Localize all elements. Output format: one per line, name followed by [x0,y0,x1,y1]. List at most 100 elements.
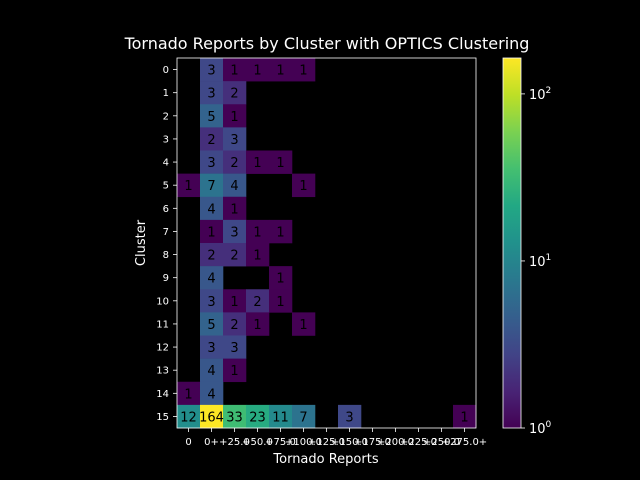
y-tick-label: 12 [156,343,169,354]
x-tick-label: +25.0 [219,437,250,448]
colorbar-tick-label: 102 [529,86,551,103]
cell-value-label: 1 [207,225,215,240]
heatmap-cell [223,150,247,174]
cell-value-label: 5 [207,318,215,333]
x-tick-label: +200.0 [377,437,414,448]
x-tick-label: +125.0 [308,437,345,448]
heatmap-cell [223,104,247,128]
heatmap-cell [200,81,224,105]
x-tick-label: +225.0 [400,437,437,448]
heatmap-cell [338,404,362,429]
plot-frame [176,57,477,429]
cell-value-label: 1 [299,64,307,79]
heatmap-cell [246,150,270,174]
y-tick-label: 9 [163,273,169,284]
x-tick-label: +75.0 [265,437,296,448]
cell-value-label: 3 [230,225,238,240]
y-tick-label: 8 [163,250,169,261]
x-axis-ticks: 0 0+ +25.0+50.0+75.0+100.0+125.0+150.0+175… [185,428,487,448]
cell-value-label: 1 [276,295,284,310]
heatmap-cell [200,404,224,429]
heatmap-cell [200,312,224,336]
cell-value-label: 1 [276,156,284,171]
cell-value-label: 4 [207,202,215,217]
heatmap-cell [246,312,270,336]
heatmap-cell [246,404,270,429]
y-tick-label: 6 [163,204,169,215]
cell-value-label: 3 [345,410,353,425]
x-tick-label: +50.0 [242,437,273,448]
heatmap-cell [200,335,224,359]
cell-value-label: 3 [230,341,238,356]
cell-value-label: 1 [230,64,238,79]
cell-value-label: 11 [272,410,289,425]
heatmap-cell [200,173,224,198]
heatmap-cell [223,404,247,429]
heatmap-cell [246,58,270,82]
cell-value-label: 1 [299,318,307,333]
cell-value-label: 2 [230,156,238,171]
cell-value-label: 3 [230,133,238,148]
y-tick-label: 0 [163,65,169,76]
heatmap-cell [269,404,293,429]
cell-value-label: 1 [184,179,192,194]
x-tick-label: +275.0+ [442,437,487,448]
heatmap-cell [200,196,224,221]
heatmap-cell [292,58,316,82]
heatmap-cell [453,404,477,429]
cell-value-label: 1 [276,225,284,240]
heatmap-cell [292,173,316,198]
cell-value-label: 12 [180,410,197,425]
heatmap-cell [177,404,201,429]
cell-value-label: 2 [230,249,238,264]
y-tick-label: 4 [163,158,169,169]
cell-value-label: 1 [253,64,261,79]
heatmap-cell [223,243,247,267]
cell-value-label: 4 [230,179,238,194]
colorbar-ticks: 100 101 102 [521,86,552,437]
heatmap-cell [200,58,224,82]
heatmap-cell-labels: 3 1 1 1 13 25 12 33 2 1 11 7 4 14 11 3 1 12 2 14 13 1 2 15 2 1 13 3… [180,64,468,426]
cell-value-label: 7 [299,410,307,425]
heatmap-cell [223,219,247,244]
cell-value-label: 33 [226,410,243,425]
x-tick-label: +175.0 [354,437,391,448]
y-tick-label: 10 [156,296,169,307]
y-tick-label: 15 [156,412,169,423]
colorbar-tick-label: 100 [529,420,552,437]
cell-value-label: 1 [230,295,238,310]
colorbar-tick-label: 101 [529,253,551,270]
y-tick-label: 7 [163,227,169,238]
cell-value-label: 1 [230,364,238,379]
cell-value-label: 1 [230,202,238,217]
heatmap-cells [177,58,477,429]
cell-value-label: 1 [276,64,284,79]
heatmap-cell [269,266,293,290]
heatmap-cell [200,150,224,174]
heatmap-cell [200,358,224,383]
y-tick-label: 5 [163,181,169,192]
y-tick-label: 11 [156,319,169,330]
heatmap-cell [223,196,247,221]
heatmap-cell [292,312,316,336]
cell-value-label: 4 [207,387,215,402]
heatmap-cell [223,289,247,313]
cell-value-label: 2 [230,318,238,333]
y-axis-label: Cluster [134,219,149,266]
cell-value-label: 4 [207,364,215,379]
x-tick-label: 0+ [204,437,219,448]
x-tick-label: +100.0 [285,437,322,448]
heatmap-cell [223,173,247,198]
heatmap-cell [269,150,293,174]
x-tick-label: 0 [185,437,191,448]
heatmap-cell [200,127,224,151]
heatmap-cell [200,104,224,128]
heatmap-cell [177,381,201,406]
cell-value-label: 1 [276,272,284,287]
cell-value-label: 1 [184,387,192,402]
heatmap-cell [223,127,247,151]
heatmap-cell [292,404,316,429]
heatmap-cell [200,219,224,244]
y-tick-label: 2 [163,111,169,122]
